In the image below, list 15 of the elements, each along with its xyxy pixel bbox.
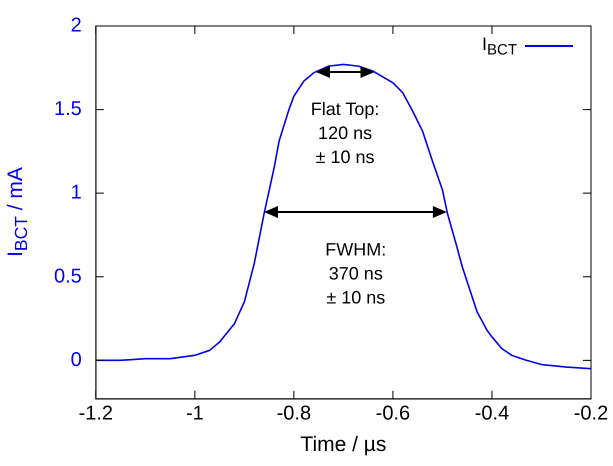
x-tick-label: -1.2 bbox=[78, 402, 114, 424]
annotation: Flat Top: 120 ns ± 10 ns bbox=[310, 98, 380, 167]
x-tick-label: -0.8 bbox=[276, 402, 312, 424]
y-tick-label: 0.5 bbox=[54, 265, 82, 288]
y-tick-label: 1 bbox=[70, 182, 82, 204]
legend-label: I$_{BCT}$ bbox=[482, 34, 517, 59]
annotation: FWHM: 370 ns ± 10 ns bbox=[325, 239, 386, 308]
x-tick-label: -0.4 bbox=[474, 402, 510, 424]
x-axis-title: Time / µs bbox=[300, 433, 386, 456]
y-tick-label: 1.5 bbox=[54, 98, 82, 120]
y-tick-label: 0 bbox=[70, 348, 82, 371]
x-tick-label: -0.6 bbox=[376, 402, 410, 424]
x-tick-label: -1 bbox=[186, 402, 204, 424]
y-tick-label: 2 bbox=[70, 14, 82, 37]
x-tick-label: -0.2 bbox=[574, 402, 608, 424]
